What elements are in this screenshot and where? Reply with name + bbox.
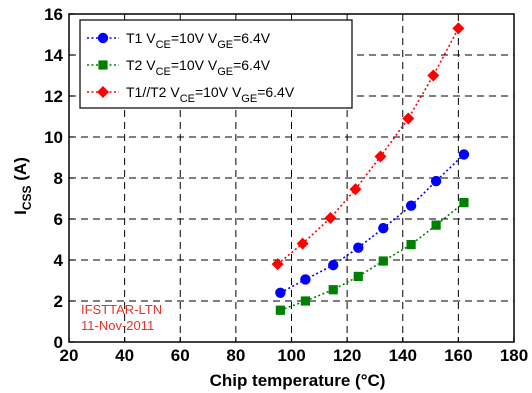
y-tick-label: 4 <box>54 251 64 270</box>
x-tick-label: 160 <box>444 346 472 365</box>
y-axis-label-main: I <box>11 210 30 215</box>
y-tick-label: 16 <box>44 5 63 24</box>
y-tick-label: 10 <box>44 128 63 147</box>
y-tick-label: 2 <box>54 292 63 311</box>
watermark-line-2: 11-Nov-2011 <box>81 318 154 333</box>
y-tick-label: 6 <box>54 210 63 229</box>
series-t1-t2-point <box>374 150 387 163</box>
legend-box <box>79 19 353 109</box>
x-tick-label: 120 <box>333 346 361 365</box>
y-tick-label: 0 <box>54 333 63 352</box>
series-t2-point <box>300 296 311 306</box>
legend-t1-label: T1 VCE=10V VGE=6.4V <box>126 30 271 51</box>
series-t1-t2-point <box>452 22 465 35</box>
legend-label-part: GE <box>217 66 233 78</box>
legend-label-part: T2 V <box>126 57 156 73</box>
series-t1-point <box>300 274 311 285</box>
y-tick-label: 14 <box>44 46 63 65</box>
series-t1-t2-point <box>324 211 337 224</box>
series-t1-point <box>378 223 389 234</box>
axis-ticks: 20 40 60 80 100 120 140 160 180 0 2 4 6 8 10 12 14 16 <box>44 5 528 365</box>
legend-label-part: CE <box>156 66 171 78</box>
legend-t2-swatch-marker <box>98 60 108 70</box>
y-axis-label: ICSS (A) <box>11 157 34 215</box>
fit-curves <box>277 27 465 311</box>
legend-t2-label: T2 VCE=10V VGE=6.4V <box>126 57 271 78</box>
x-tick-label: 80 <box>226 346 245 365</box>
watermark-line-1: IFSTTAR-LTN <box>81 302 162 317</box>
series-t2-point <box>431 220 441 230</box>
x-tick-label: 180 <box>500 346 528 365</box>
y-tick-label: 12 <box>44 87 63 106</box>
x-axis-label: Chip temperature (°C) <box>210 371 386 390</box>
x-tick-label: 140 <box>389 346 417 365</box>
x-tick-label: 20 <box>60 346 79 365</box>
legend-label-part: GE <box>241 93 257 105</box>
legend-label-part: T1 V <box>126 30 156 46</box>
legend-t1-t2-label: T1//T2 VCE=10V VGE=6.4V <box>126 84 295 105</box>
x-tick-label: 40 <box>115 346 134 365</box>
x-tick-label: 100 <box>277 346 305 365</box>
legend-label-part: GE <box>217 39 233 51</box>
series-t1-point <box>328 259 339 271</box>
series-t2-point <box>353 271 363 281</box>
y-axis-label-sub: CSS <box>20 185 34 210</box>
legend-label-part: CE <box>180 93 195 105</box>
legend-label-part: =6.4V <box>233 30 271 46</box>
watermark: IFSTTAR-LTN 11-Nov-2011 <box>81 302 162 333</box>
series-t1-t2-point <box>271 258 284 271</box>
y-tick-label: 8 <box>54 169 63 188</box>
legend-label-part: =6.4V <box>257 84 295 100</box>
series-t2-point <box>406 240 416 250</box>
series-t1-t2-point <box>296 237 309 250</box>
data-markers <box>271 22 470 315</box>
legend-label-part: =10V V <box>171 30 218 46</box>
series-t1-point <box>430 175 442 187</box>
legend-label-part: =10V V <box>195 84 242 100</box>
series-t1-point <box>405 200 417 211</box>
legend-t1-swatch-marker <box>97 32 109 44</box>
series-t2-point <box>328 285 338 295</box>
series-t1-point <box>353 242 364 253</box>
series-t1-point <box>275 287 286 298</box>
series-t1-t2-point <box>427 69 440 82</box>
series-t1-t2-point <box>402 112 415 125</box>
y-axis-label-unit: (A) <box>11 157 30 185</box>
legend-label-part: =10V V <box>171 57 218 73</box>
series-t1-t2-point <box>349 183 362 196</box>
series-t2-line <box>280 201 465 311</box>
series-t2-point <box>378 256 388 266</box>
legend-t1-t2-swatch-marker <box>97 86 109 98</box>
legend-label-part: T1//T2 V <box>126 84 180 100</box>
legend-label-part: =6.4V <box>233 57 271 73</box>
series-t1-point <box>458 149 470 160</box>
legend-label-part: CE <box>156 39 171 51</box>
series-t2-point <box>459 198 469 208</box>
x-tick-label: 60 <box>171 346 190 365</box>
series-t2-point <box>275 305 285 315</box>
